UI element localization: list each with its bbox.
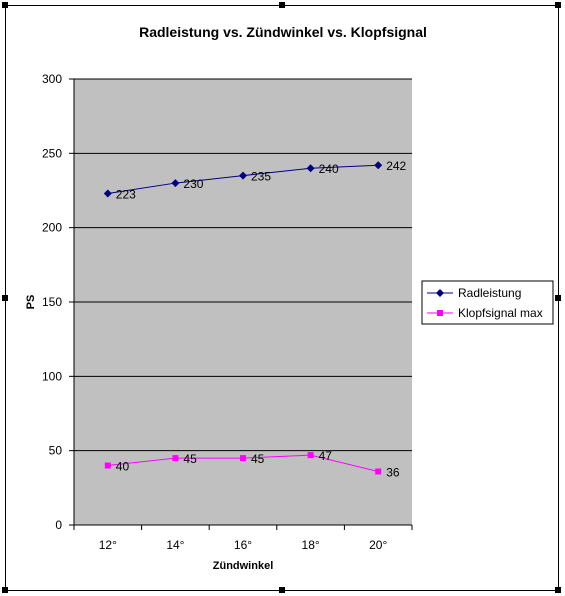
- y-tick-label: 100: [42, 369, 62, 383]
- series-1: 40 45 45 47 36: [104, 449, 400, 479]
- data-label: 230: [183, 177, 203, 191]
- selection-handle[interactable]: [279, 587, 285, 593]
- x-tick-label: 14°: [166, 538, 184, 552]
- data-label: 242: [386, 159, 406, 173]
- series-0: 223 230 235 240 242: [103, 159, 407, 201]
- legend-label-klopfsignal: Klopfsignal max: [458, 306, 543, 320]
- selection-handle[interactable]: [555, 2, 561, 8]
- legend-box: [421, 280, 554, 325]
- data-point: [103, 189, 112, 198]
- selection-handle[interactable]: [2, 587, 8, 593]
- x-axis-tick-labels: 12° 14° 16° 18° 20°: [99, 538, 388, 552]
- legend: Radleistung Klopfsignal max: [421, 280, 554, 325]
- data-point: [172, 455, 179, 462]
- x-tick-label: 16°: [234, 538, 252, 552]
- data-point: [374, 161, 383, 170]
- data-point: [240, 455, 246, 462]
- y-tick-label: 200: [42, 221, 62, 235]
- data-label: 47: [319, 449, 333, 463]
- legend-marker-klopfsignal: [437, 310, 443, 316]
- y-tick-label: 0: [55, 518, 62, 532]
- series: 223 230 235 240 242 40 45 45 47 36: [103, 159, 407, 479]
- y-tick-label: 150: [42, 295, 62, 309]
- data-label: 45: [251, 452, 265, 466]
- data-point: [307, 452, 314, 459]
- legend-label-radleistung: Radleistung: [458, 286, 521, 300]
- y-tick-label: 300: [42, 72, 62, 86]
- selection-handle[interactable]: [555, 295, 561, 301]
- data-point: [104, 462, 111, 469]
- y-tick-label: 250: [42, 146, 62, 160]
- data-label: 40: [116, 460, 130, 474]
- data-label: 45: [183, 452, 197, 466]
- data-point: [239, 171, 247, 180]
- x-tick-label: 18°: [302, 538, 320, 552]
- gridlines: [69, 78, 412, 526]
- selection-handle[interactable]: [279, 2, 285, 8]
- x-axis-title: Zündwinkel: [213, 560, 274, 572]
- data-point: [375, 468, 382, 475]
- selection-handle[interactable]: [555, 587, 561, 593]
- data-point: [306, 164, 315, 173]
- chart-title: Radleistung vs. Zündwinkel vs. Klopfsign…: [139, 24, 427, 40]
- y-tick-label: 50: [49, 444, 63, 458]
- data-point: [171, 179, 180, 188]
- data-label: 235: [251, 170, 271, 184]
- x-tick-label: 20°: [369, 538, 387, 552]
- data-label: 223: [116, 187, 136, 201]
- selection-handle[interactable]: [2, 2, 8, 8]
- y-axis-tick-labels: 0 50 100 150 200 250 300: [42, 72, 62, 532]
- data-label: 36: [386, 465, 400, 479]
- x-tick-label: 12°: [99, 538, 117, 552]
- y-axis-title: PS: [25, 295, 37, 310]
- selection-handle[interactable]: [2, 295, 8, 301]
- legend-marker-radleistung: [436, 289, 444, 297]
- data-label: 240: [319, 162, 339, 176]
- axes: [73, 79, 413, 530]
